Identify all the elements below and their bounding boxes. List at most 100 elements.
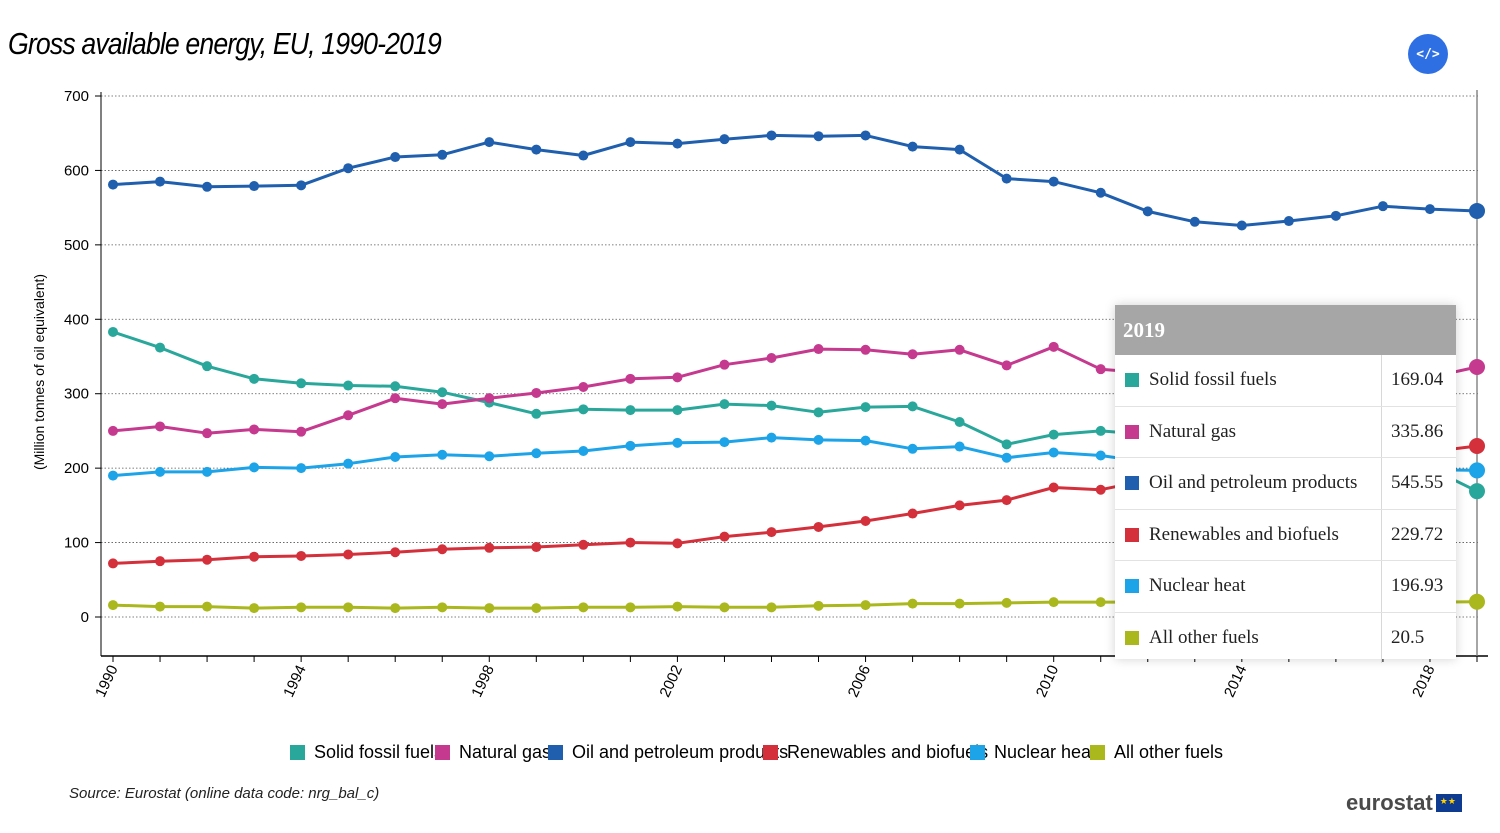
highlighted-point [1469, 593, 1485, 610]
data-point [108, 558, 118, 569]
data-point [484, 542, 495, 553]
source-note: Source: Eurostat (online data code: nrg_… [69, 785, 380, 802]
data-point [954, 500, 965, 511]
data-point [202, 428, 213, 439]
tooltip-swatch [1125, 579, 1139, 594]
data-point [249, 462, 260, 473]
data-point [155, 556, 166, 567]
x-tick-label: 1998 [468, 663, 498, 700]
data-point [531, 144, 542, 155]
data-point [719, 437, 730, 448]
data-point [108, 326, 118, 337]
data-point [108, 179, 118, 190]
data-point [625, 440, 636, 451]
data-point [202, 466, 213, 477]
legend: Solid fossil fuels Natural gas Oil and p… [290, 742, 1290, 766]
data-point [954, 344, 965, 355]
data-point [437, 544, 448, 555]
data-point [249, 603, 260, 614]
legend-item-renewables-and-biofuels[interactable]: Renewables and biofuels [763, 742, 988, 763]
y-tick-label: 0 [81, 609, 89, 626]
data-point [1424, 204, 1435, 215]
data-point [813, 344, 824, 355]
legend-item-solid-fossil-fuels[interactable]: Solid fossil fuels [290, 742, 443, 763]
data-point [484, 603, 495, 614]
embed-code-button[interactable]: </> [1408, 34, 1448, 74]
data-point [343, 549, 354, 560]
tooltip-label: Natural gas [1149, 420, 1237, 442]
legend-item-oil-and-petroleum-products[interactable]: Oil and petroleum products [548, 742, 788, 763]
data-point [155, 601, 166, 612]
data-point [813, 600, 824, 611]
x-tick-label: 1994 [280, 663, 310, 700]
data-point [531, 542, 542, 553]
data-point [390, 381, 401, 392]
data-point [390, 603, 401, 614]
data-point [766, 602, 777, 613]
data-point [531, 387, 542, 398]
data-point [578, 602, 589, 613]
data-point [343, 380, 354, 391]
legend-item-natural-gas[interactable]: Natural gas [435, 742, 551, 763]
data-point [249, 181, 260, 192]
x-tick-label: 2002 [657, 663, 687, 700]
legend-label: Nuclear heat [994, 742, 1097, 762]
tooltip-row: Oil and petroleum products 545.55 [1115, 458, 1456, 510]
data-point [625, 537, 636, 548]
data-point [155, 466, 166, 477]
data-point [484, 137, 495, 148]
tooltip-value: 169.04 [1391, 369, 1444, 391]
data-point [108, 425, 118, 436]
data-point [1001, 495, 1012, 506]
data-point [390, 393, 401, 404]
data-point [860, 130, 871, 141]
data-point [860, 600, 871, 611]
data-point [766, 130, 777, 141]
eu-flag-icon: ★★ [1435, 794, 1462, 812]
data-point [719, 531, 730, 542]
legend-item-all-other-fuels[interactable]: All other fuels [1090, 742, 1223, 763]
y-tick-label: 300 [64, 386, 89, 403]
data-point [484, 393, 495, 404]
data-point [578, 404, 589, 415]
data-point [766, 432, 777, 443]
data-point [625, 137, 636, 148]
data-point [719, 602, 730, 613]
legend-item-nuclear-heat[interactable]: Nuclear heat [970, 742, 1096, 763]
data-point [531, 408, 542, 419]
data-point [437, 449, 448, 460]
legend-label: All other fuels [1114, 742, 1224, 762]
data-point [249, 373, 260, 384]
tooltip-label: Oil and petroleum products [1149, 472, 1358, 494]
data-point [954, 598, 965, 609]
data-point [625, 373, 636, 384]
eurostat-logo[interactable]: eurostat ★★ [1346, 790, 1462, 816]
data-point [672, 538, 683, 549]
data-point [531, 603, 542, 614]
legend-swatch [970, 745, 985, 760]
data-point [343, 458, 354, 469]
data-point [1048, 176, 1059, 187]
data-point [1189, 216, 1200, 227]
data-point [1001, 360, 1012, 371]
y-tick-label: 200 [64, 460, 89, 477]
y-tick-label: 100 [64, 535, 89, 552]
legend-swatch [548, 745, 563, 760]
data-point [1001, 439, 1012, 450]
data-point [1283, 216, 1294, 227]
tooltip-label: All other fuels [1149, 626, 1259, 648]
data-point [1095, 484, 1106, 495]
data-point [860, 435, 871, 446]
data-point [343, 410, 354, 421]
data-point [672, 437, 683, 448]
data-point [1236, 220, 1247, 231]
data-point [578, 382, 589, 393]
code-icon: </> [1416, 46, 1440, 62]
data-point [672, 372, 683, 383]
data-point [296, 463, 307, 474]
tooltip-row: Renewables and biofuels 229.72 [1115, 509, 1456, 561]
data-point [390, 451, 401, 462]
data-point [531, 448, 542, 459]
highlighted-point [1469, 359, 1485, 376]
data-point [437, 149, 448, 160]
